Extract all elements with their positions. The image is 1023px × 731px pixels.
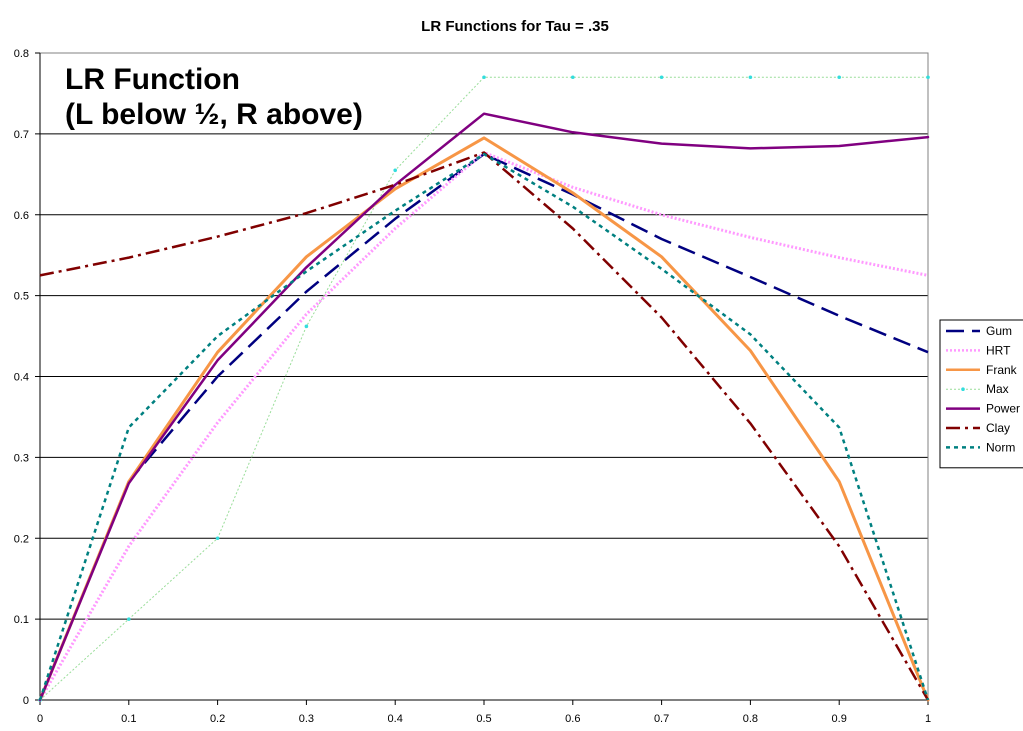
legend-label-gum: Gum (986, 324, 1012, 338)
x-tick-label: 0.7 (654, 713, 669, 725)
series-point-max (127, 617, 131, 621)
y-tick-label: 0.3 (14, 452, 29, 464)
y-tick-label: 0.8 (14, 48, 29, 60)
series-point-max (215, 536, 220, 541)
legend-label-clay: Clay (986, 421, 1010, 435)
annotation-line-2: (L below ½, R above) (65, 98, 363, 131)
axes: 0 0.1 0.2 0.3 0.4 0.5 0.6 0.7 0.8 0 0.1 0.2 0.3 0.4 0.… (14, 48, 931, 725)
series-line-clay (39, 151, 930, 701)
x-tick-label: 1 (925, 713, 931, 725)
x-tick-label: 0.8 (743, 713, 758, 725)
x-tick-label: 0.1 (121, 713, 136, 725)
x-tick-label: 0.3 (299, 713, 314, 725)
x-tick-label: 0.4 (388, 713, 403, 725)
series-point-max (659, 75, 664, 80)
y-tick-label: 0.7 (14, 129, 29, 141)
y-tick-label: 0.2 (14, 533, 29, 545)
series-line-norm (38, 152, 930, 701)
x-tick-label: 0 (37, 713, 43, 725)
legend: Gum HRT Frank Max Power Clay Norm (939, 319, 1023, 469)
x-tick-label: 0.6 (565, 713, 580, 725)
series-line-frank (38, 136, 930, 702)
legend-label-hrt: HRT (986, 343, 1011, 357)
series-point-max (748, 75, 753, 80)
series-point-max (571, 75, 575, 80)
chart-title: LR Functions for Tau = .35 (421, 18, 609, 35)
series-line-hrt (38, 151, 929, 701)
legend-label-max: Max (986, 382, 1009, 396)
y-tick-label: 0.5 (14, 291, 29, 303)
series-layer (38, 75, 930, 702)
x-tick-label: 0.2 (210, 713, 225, 725)
series-line-max (39, 76, 928, 701)
y-tick-label: 0 (23, 695, 29, 707)
series-line-power (38, 112, 930, 702)
legend-label-frank: Frank (986, 363, 1018, 377)
legend-label-norm: Norm (986, 440, 1015, 454)
y-tick-label: 0.6 (14, 210, 29, 222)
series-point-max (926, 75, 930, 80)
series-point-max (837, 75, 841, 80)
x-tick-label: 0.9 (832, 713, 847, 725)
legend-marker-max (961, 387, 965, 392)
series-point-max (482, 75, 486, 80)
y-tick-label: 0.4 (14, 372, 29, 384)
series-point-max (304, 324, 309, 329)
y-tick-label: 0.1 (14, 614, 29, 626)
legend-label-power: Power (986, 402, 1020, 416)
series-line-gum (38, 152, 929, 701)
annotation-line-1: LR Function (65, 63, 240, 96)
x-tick-label: 0.5 (476, 713, 491, 725)
series-point-max (393, 168, 398, 173)
gridlines (40, 133, 928, 620)
legend-box (939, 319, 1023, 469)
